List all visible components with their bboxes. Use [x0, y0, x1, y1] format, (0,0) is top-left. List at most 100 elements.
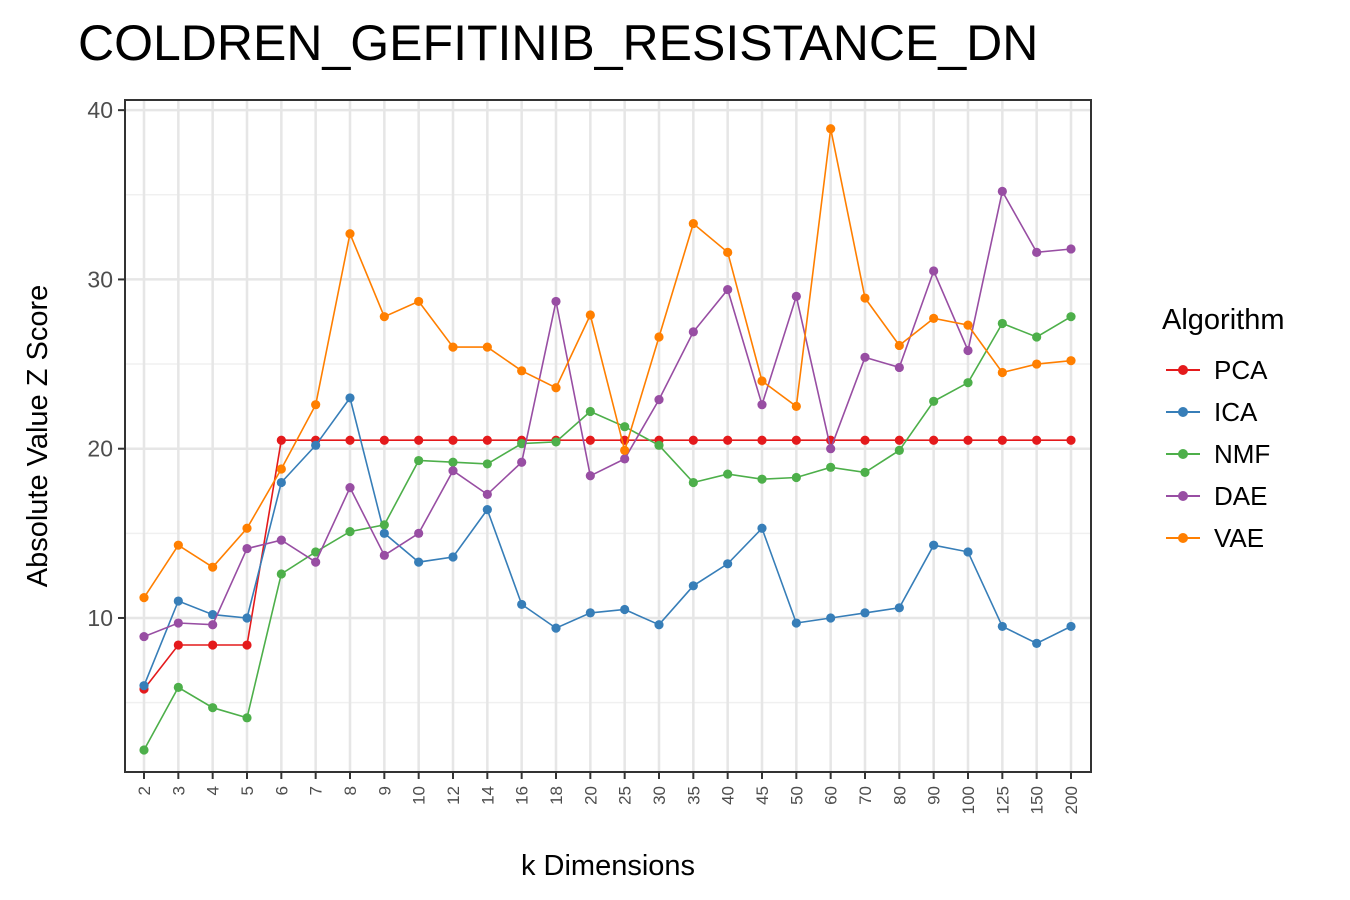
- series-line-dae: [143, 189, 1072, 638]
- data-point-ica: [688, 581, 698, 591]
- data-point-vae: [276, 464, 286, 474]
- data-point-dae: [173, 618, 183, 628]
- data-point-nmf: [208, 703, 218, 713]
- legend-item-nmf: NMF: [1162, 433, 1285, 475]
- data-point-vae: [826, 124, 836, 134]
- data-point-vae: [620, 445, 630, 455]
- data-point-nmf: [517, 439, 527, 449]
- data-point-vae: [482, 342, 492, 352]
- data-point-ica: [791, 618, 801, 628]
- data-point-ica: [414, 557, 424, 567]
- data-point-ica: [997, 621, 1007, 632]
- data-point-vae: [414, 296, 424, 307]
- data-point-ica: [860, 608, 870, 618]
- legend-item-ica: ICA: [1162, 391, 1285, 433]
- data-point-dae: [585, 471, 595, 481]
- data-point-nmf: [757, 474, 767, 484]
- series-line-vae: [143, 128, 1072, 599]
- x-tick-label: 45: [753, 786, 772, 805]
- data-point-pca: [173, 640, 183, 650]
- x-tick-label: 100: [959, 786, 978, 814]
- data-point-nmf: [311, 547, 321, 557]
- data-point-pca: [997, 435, 1007, 445]
- data-point-nmf: [482, 459, 492, 469]
- legend-item-dae: DAE: [1162, 475, 1285, 517]
- data-point-nmf: [345, 527, 355, 537]
- data-point-pca: [276, 435, 286, 445]
- data-point-ica: [276, 477, 286, 488]
- x-tick-label: 35: [684, 786, 703, 805]
- data-point-dae: [963, 345, 973, 356]
- legend-item-pca: PCA: [1162, 349, 1285, 391]
- data-point-nmf: [929, 396, 939, 406]
- data-point-ica: [311, 440, 321, 450]
- series-line-pca: [143, 439, 1071, 690]
- x-tick-label: 14: [478, 786, 497, 805]
- data-point-vae: [345, 229, 355, 239]
- legend-label-dae: DAE: [1214, 480, 1268, 511]
- data-point-vae: [894, 340, 904, 351]
- data-point-ica: [139, 681, 149, 691]
- data-point-nmf: [242, 713, 252, 723]
- data-point-dae: [448, 466, 458, 476]
- data-point-dae: [414, 528, 424, 538]
- legend-label-ica: ICA: [1214, 396, 1258, 427]
- x-tick-label: 4: [204, 786, 223, 795]
- y-tick-label: 40: [87, 97, 113, 123]
- data-point-ica: [929, 540, 939, 550]
- data-point-dae: [723, 284, 733, 295]
- x-tick-label: 8: [341, 786, 360, 795]
- data-point-pca: [757, 435, 767, 445]
- data-point-pca: [482, 435, 492, 445]
- data-point-vae: [173, 540, 183, 550]
- data-point-dae: [482, 489, 492, 499]
- data-point-ica: [242, 613, 252, 623]
- legend-key-nmf: [1162, 433, 1204, 475]
- legend-label-nmf: NMF: [1214, 438, 1271, 469]
- legend: Algorithm PCA ICA NMF DAE VAE: [1162, 304, 1285, 559]
- data-point-vae: [1032, 359, 1042, 369]
- data-point-vae: [929, 313, 939, 323]
- data-point-pca: [448, 435, 458, 445]
- data-point-ica: [723, 559, 733, 569]
- legend-title: Algorithm: [1162, 304, 1285, 336]
- x-tick-label: 5: [238, 786, 257, 795]
- data-point-nmf: [276, 569, 286, 579]
- x-tick-label: 125: [993, 786, 1012, 814]
- data-point-vae: [1066, 356, 1076, 366]
- x-tick-label: 150: [1028, 786, 1047, 814]
- data-point-nmf: [654, 440, 664, 450]
- data-point-nmf: [414, 455, 424, 466]
- data-point-ica: [963, 547, 973, 557]
- data-point-nmf: [860, 467, 870, 477]
- x-axis-title: k Dimensions: [521, 850, 695, 882]
- data-point-nmf: [1032, 332, 1042, 342]
- data-point-nmf: [791, 472, 801, 483]
- data-point-dae: [551, 296, 561, 307]
- y-axis-title: Absolute Value Z Score: [22, 285, 54, 588]
- legend-key-ica: [1162, 391, 1204, 433]
- data-point-dae: [826, 444, 836, 454]
- data-point-pca: [894, 435, 904, 445]
- data-point-vae: [448, 342, 458, 352]
- data-point-dae: [311, 557, 321, 567]
- legend-label-pca: PCA: [1214, 354, 1268, 385]
- x-tick-label: 6: [272, 786, 291, 795]
- data-point-ica: [208, 609, 218, 620]
- x-tick-label: 25: [616, 786, 635, 805]
- data-point-nmf: [379, 520, 389, 530]
- data-point-pca: [963, 435, 973, 445]
- data-point-dae: [997, 186, 1007, 197]
- x-tick-label: 40: [719, 786, 738, 805]
- series-line-ica: [143, 396, 1072, 687]
- data-point-ica: [517, 599, 527, 610]
- x-tick-label: 7: [307, 786, 326, 795]
- data-point-pca: [688, 435, 698, 445]
- data-point-nmf: [688, 477, 698, 488]
- data-point-dae: [1032, 247, 1042, 257]
- y-tick-label: 20: [87, 436, 113, 462]
- data-point-ica: [345, 393, 355, 403]
- x-tick-label: 10: [410, 786, 429, 805]
- data-point-vae: [585, 310, 595, 320]
